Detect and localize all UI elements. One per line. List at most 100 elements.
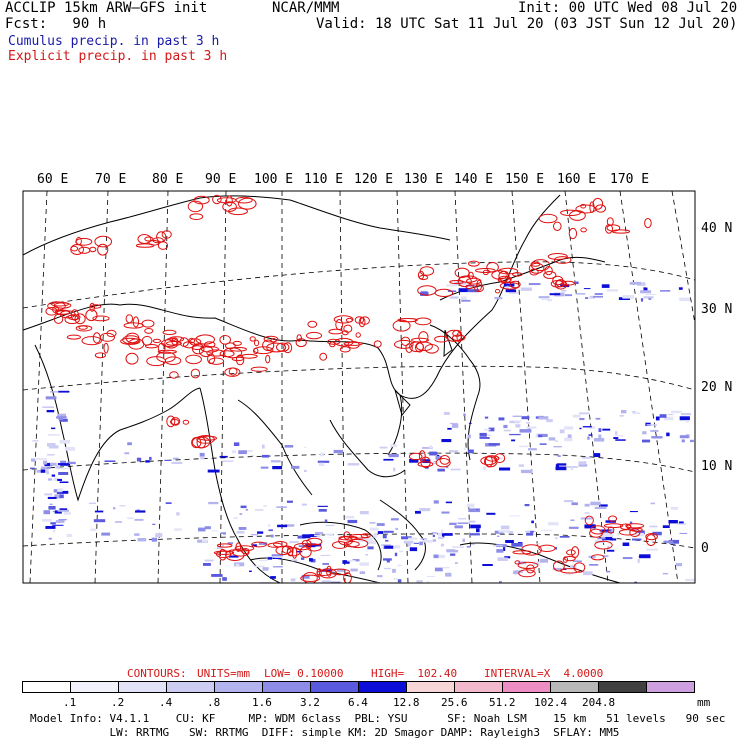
explicit-precip-contour [316, 570, 332, 576]
cumulus-precip-cell [524, 504, 530, 507]
cumulus-precip-cell [604, 531, 615, 533]
cumulus-precip-cell [233, 517, 238, 519]
cumulus-precip-cell [359, 511, 369, 515]
organization: NCAR/MMM [272, 0, 340, 16]
colorbar-swatch [262, 681, 311, 693]
cumulus-precip-cell [634, 581, 638, 583]
colorbar-swatch [70, 681, 119, 693]
cumulus-precip-cell [428, 445, 433, 449]
cumulus-precip-cell [36, 469, 41, 473]
cumulus-precip-cell [366, 540, 376, 545]
explicit-precip-contour [204, 341, 216, 348]
cumulus-precip-cell [222, 460, 234, 462]
cumulus-precip-cell [47, 443, 56, 447]
explicit-precip-contour [196, 436, 207, 449]
cumulus-precip-cell [270, 576, 276, 579]
cumulus-precip-cell [528, 448, 537, 451]
cumulus-precip-cell [463, 448, 466, 450]
cumulus-precip-cell [629, 521, 633, 525]
cumulus-precip-cell [622, 542, 630, 546]
cumulus-precip-cell [441, 511, 450, 514]
cumulus-precip-cell [438, 532, 442, 537]
cumulus-precip-cell [242, 450, 253, 453]
cumulus-precip-cell [207, 469, 220, 473]
colorbar-tick-label: .4 [159, 696, 173, 709]
explicit-precip-contour [254, 339, 260, 347]
explicit-precip-contour [465, 284, 474, 290]
cumulus-precip-cell [435, 456, 442, 460]
cumulus-precip-cell [240, 505, 247, 509]
cumulus-precip-cell [263, 505, 267, 507]
cumulus-precip-cell [650, 429, 659, 432]
cumulus-precip-cell [124, 452, 130, 455]
lon-label: 100 E [254, 172, 294, 187]
cumulus-precip-cell [559, 536, 570, 538]
cumulus-precip-cell [662, 525, 670, 528]
cumulus-precip-cell [484, 416, 489, 419]
cumulus-precip-cell [579, 427, 582, 430]
cumulus-precip-cell [390, 518, 399, 521]
cumulus-precip-cell [521, 416, 530, 420]
cumulus-precip-cell [413, 542, 419, 544]
cumulus-precip-cell [258, 559, 268, 562]
cumulus-precip-cell [420, 538, 427, 540]
cumulus-precip-cell [538, 416, 549, 420]
cumulus-precip-cell [588, 555, 596, 559]
lat-label: 30 N [701, 302, 733, 317]
cumulus-precip-cell [369, 527, 379, 531]
cumulus-precip-cell [460, 296, 467, 300]
colorbar-tick-label: 25.6 [441, 696, 468, 709]
explicit-precip-contour [157, 349, 177, 354]
cumulus-precip-cell [276, 506, 287, 508]
cumulus-precip-cell [566, 466, 578, 468]
explicit-precip-contour [275, 545, 291, 556]
explicit-precip-contour [90, 304, 102, 309]
cumulus-precip-cell [318, 462, 325, 466]
cumulus-precip-cell [467, 289, 479, 293]
cumulus-precip-cell [505, 289, 517, 293]
cumulus-precip-cell [58, 390, 70, 393]
cumulus-precip-cell [397, 579, 402, 583]
cumulus-precip-cell [498, 417, 505, 421]
explicit-precip-contour [81, 336, 102, 346]
cumulus-precip-cell [52, 529, 56, 533]
cumulus-precip-cell [681, 413, 691, 416]
cumulus-precip-cell [35, 458, 47, 460]
cumulus-precip-cell [593, 453, 601, 457]
cumulus-precip-cell [136, 457, 142, 462]
cumulus-precip-cell [127, 442, 132, 446]
cumulus-precip-cell [622, 557, 633, 560]
cumulus-precip-cell [540, 529, 553, 531]
cumulus-precip-cell [322, 563, 329, 565]
cumulus-precip-cell [392, 568, 396, 573]
cumulus-precip-cell [602, 529, 609, 532]
cumulus-precip-cell [310, 558, 316, 563]
cumulus-precip-cell [509, 515, 521, 517]
cumulus-precip-cell [321, 580, 331, 583]
cumulus-precip-cell [594, 506, 607, 509]
explicit-precip-contour [605, 224, 613, 234]
cumulus-precip-cell [47, 454, 55, 456]
cumulus-precip-cell [492, 457, 503, 460]
explicit-precip-contour [144, 328, 154, 334]
cumulus-precip-cell [465, 285, 475, 287]
explicit-precip-contour [417, 270, 425, 280]
cumulus-precip-cell [571, 502, 578, 506]
explicit-precip-contour [333, 315, 354, 324]
cumulus-precip-cell [50, 522, 56, 525]
cumulus-precip-cell [450, 553, 456, 556]
cumulus-precip-cell [668, 539, 679, 544]
cumulus-precip-cell [442, 534, 445, 538]
cumulus-precip-cell [476, 509, 479, 511]
cumulus-precip-cell [483, 466, 487, 470]
cumulus-precip-cell [526, 532, 534, 536]
cumulus-precip-cell [470, 524, 481, 529]
cumulus-precip-cell [531, 520, 534, 524]
explicit-precip-contour [553, 221, 562, 232]
explicit-precip-contour [418, 331, 429, 343]
cumulus-precip-cell [60, 460, 67, 465]
cumulus-precip-cell [52, 511, 55, 513]
cumulus-precip-cell [445, 466, 449, 469]
cumulus-precip-cell [484, 428, 491, 431]
cumulus-precip-cell [643, 296, 654, 299]
